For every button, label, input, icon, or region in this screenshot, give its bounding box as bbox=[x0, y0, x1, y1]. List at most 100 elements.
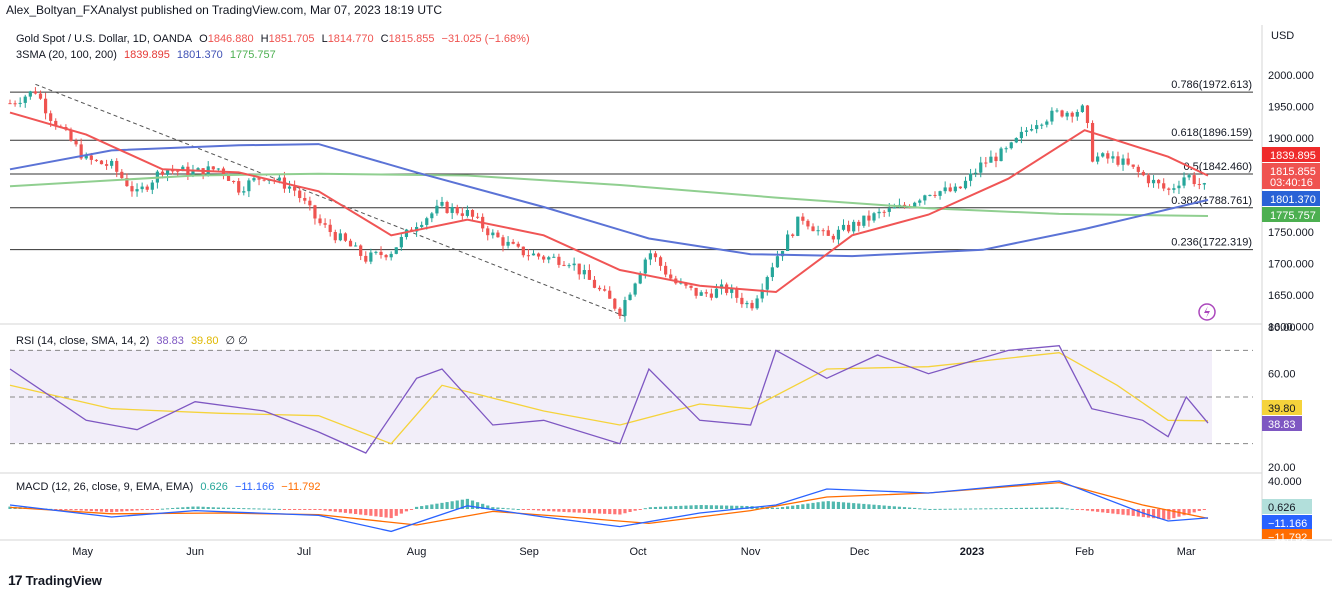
macd-hist-bar bbox=[872, 504, 876, 509]
candle-body bbox=[257, 178, 261, 180]
macd-hist-bar bbox=[1121, 509, 1125, 515]
macd-hist-bar bbox=[735, 505, 739, 509]
macd-hist-bar bbox=[536, 509, 541, 511]
macd-hist-bar bbox=[455, 500, 459, 509]
candle-body bbox=[1014, 138, 1018, 143]
macd-hist-bar bbox=[1035, 507, 1039, 509]
macd-hist-bar bbox=[221, 507, 226, 509]
macd-hist-bar bbox=[1029, 507, 1034, 509]
macd-hist-bar bbox=[171, 507, 175, 509]
candle-body bbox=[399, 237, 403, 248]
candle-body bbox=[501, 237, 505, 246]
macd-hist-bar bbox=[1024, 507, 1029, 509]
candle-body bbox=[84, 155, 88, 159]
candle-body bbox=[831, 235, 835, 240]
candle-body bbox=[1075, 111, 1079, 117]
rsi-tick-label: 80.00 bbox=[1268, 322, 1296, 334]
macd-hist-bar bbox=[603, 509, 607, 514]
macd-hist-bar bbox=[1050, 507, 1054, 509]
candle-body bbox=[94, 159, 99, 161]
macd-legend[interactable]: MACD (12, 26, close, 9, EMA, EMA) 0.626 … bbox=[16, 481, 325, 493]
candle-body bbox=[603, 289, 607, 291]
macd-hist-bar bbox=[892, 506, 896, 509]
macd-hist-bar bbox=[481, 503, 485, 509]
candle-body bbox=[938, 191, 942, 196]
macd-hist-bar bbox=[74, 509, 78, 511]
candle-body bbox=[120, 171, 124, 178]
macd-hist-bar bbox=[567, 509, 571, 513]
sma-label: 3SMA (20, 100, 200) bbox=[16, 49, 117, 61]
candle-body bbox=[33, 91, 38, 94]
x-axis-label: Oct bbox=[629, 546, 646, 558]
macd-hist-bar bbox=[501, 507, 505, 509]
macd-hist-bar bbox=[587, 509, 591, 514]
macd-hist-bar bbox=[1075, 509, 1079, 510]
macd-hist-bar bbox=[430, 504, 434, 509]
candle-body bbox=[572, 263, 576, 266]
macd-hist-bar bbox=[618, 509, 622, 515]
macd-hist-bar bbox=[658, 506, 663, 509]
macd-hist-bar bbox=[948, 508, 952, 510]
macd-hist-bar bbox=[237, 507, 241, 509]
sma-legend[interactable]: 3SMA (20, 100, 200) 1839.895 1801.370 17… bbox=[16, 49, 280, 61]
macd-hist-bar bbox=[293, 509, 297, 510]
candle-body bbox=[618, 308, 622, 316]
candle-body bbox=[354, 245, 358, 247]
fib-level-label: 0.786(1972.613) bbox=[1171, 79, 1252, 91]
rsi-tick-label: 60.00 bbox=[1268, 369, 1296, 381]
candle-body bbox=[1009, 142, 1013, 149]
x-axis-label: Feb bbox=[1075, 546, 1094, 558]
trend-line bbox=[35, 83, 628, 318]
price-legend[interactable]: Gold Spot / U.S. Dollar, 1D, OANDA O1846… bbox=[16, 33, 534, 45]
macd-hist-bar bbox=[206, 507, 210, 509]
macd-hist-bar bbox=[958, 508, 963, 510]
candle-body bbox=[262, 179, 266, 181]
tradingview-footer[interactable]: 17 TradingView bbox=[8, 572, 102, 588]
macd-hist-bar bbox=[460, 499, 464, 509]
macd-hist-bar bbox=[420, 506, 424, 509]
x-axis-label: Nov bbox=[741, 546, 761, 558]
candle-body bbox=[562, 264, 566, 266]
rsi-tag-label: 38.83 bbox=[1268, 419, 1296, 431]
candle-body bbox=[252, 178, 256, 181]
macd-hist-bar bbox=[287, 509, 292, 510]
candle-body bbox=[38, 93, 43, 99]
rsi-label: RSI (14, close, SMA, 14, 2) bbox=[16, 335, 150, 347]
macd-hist-bar bbox=[379, 509, 383, 517]
fib-level-label: 0.618(1896.159) bbox=[1171, 127, 1252, 139]
rsi-legend[interactable]: RSI (14, close, SMA, 14, 2) 38.83 39.80 … bbox=[16, 334, 252, 347]
candle-body bbox=[872, 213, 876, 221]
ohlc-high: H1851.705 bbox=[261, 33, 315, 45]
macd-hist-bar bbox=[1116, 509, 1120, 515]
macd-hist-bar bbox=[308, 509, 312, 510]
macd-hist-bar bbox=[1101, 509, 1105, 513]
candle-body bbox=[552, 256, 556, 258]
macd-hist-bar bbox=[608, 509, 612, 515]
macd-hist-bar bbox=[709, 505, 713, 509]
candle-body bbox=[821, 230, 825, 232]
macd-hist-bar bbox=[399, 509, 403, 514]
candle-body bbox=[689, 285, 693, 288]
macd-hist-bar bbox=[211, 507, 215, 509]
macd-hist-bar bbox=[638, 509, 642, 510]
macd-hist-bar bbox=[1045, 507, 1049, 509]
candle-body bbox=[145, 186, 149, 190]
macd-hist-bar bbox=[59, 509, 63, 510]
candle-body bbox=[323, 223, 327, 225]
macd-hist-bar bbox=[780, 507, 785, 509]
candle-body bbox=[465, 210, 470, 216]
ohlc-close: C1815.855 bbox=[381, 33, 435, 45]
candle-body bbox=[425, 218, 429, 225]
candle-body bbox=[171, 170, 175, 172]
candle-body bbox=[196, 168, 200, 171]
macd-hist-bar bbox=[968, 508, 973, 510]
macd-tick-label: 40.000 bbox=[1268, 476, 1302, 488]
candle-body bbox=[699, 292, 703, 296]
macd-hist-bar bbox=[333, 509, 337, 512]
candle-body bbox=[1090, 122, 1095, 162]
macd-hist-bar bbox=[1060, 507, 1064, 509]
candle-body bbox=[984, 162, 988, 164]
macd-hist-bar bbox=[277, 508, 281, 510]
rsi-tag-label: 39.80 bbox=[1268, 403, 1296, 415]
